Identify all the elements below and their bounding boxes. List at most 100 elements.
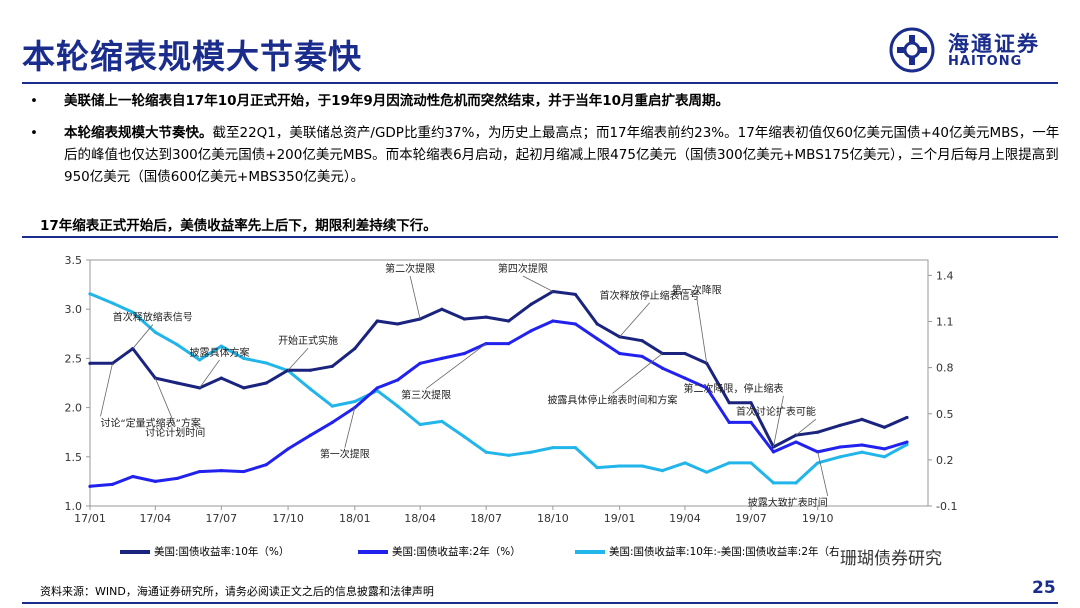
legend-item-spread: 美国:国债收益率:10年:-美国:国债收益率:2年（右轴） bbox=[575, 544, 840, 559]
series-point-2 bbox=[396, 404, 400, 408]
bullet-2-text: 本轮缩表规模大节奏快。截至22Q1，美联储总资产/GDP比重约37%，为历史上最… bbox=[64, 122, 1064, 188]
x-tick-label: 19/10 bbox=[802, 512, 834, 525]
annotation-leader bbox=[522, 275, 554, 292]
series-point-2 bbox=[353, 399, 357, 404]
annotation-label: 第二次降限，停止缩表 bbox=[683, 382, 783, 395]
series-point-2 bbox=[683, 461, 687, 465]
bullet-1-text: 美联储上一轮缩表自17年10月正式开始，于19年9月因流动性危机而突然结束，并于… bbox=[64, 93, 730, 109]
series-point-0 bbox=[816, 430, 820, 434]
series-point-0 bbox=[418, 317, 422, 321]
series-point-1 bbox=[640, 354, 644, 359]
annotation-label: 首次释放缩表信号 bbox=[113, 311, 193, 324]
legend-swatch-2y bbox=[358, 550, 388, 554]
series-point-1 bbox=[860, 443, 864, 447]
series-point-2 bbox=[749, 461, 753, 465]
series-point-0 bbox=[440, 307, 444, 311]
series-point-0 bbox=[219, 376, 223, 380]
y-right-tick-label: 0.5 bbox=[936, 408, 954, 421]
x-tick-label: 19/04 bbox=[669, 512, 701, 525]
series-point-2 bbox=[197, 358, 202, 362]
annotation-label: 讨论“定量式缩表”方案 bbox=[100, 416, 200, 429]
series-point-1 bbox=[308, 433, 313, 437]
series-point-2 bbox=[484, 450, 488, 454]
series-point-1 bbox=[749, 420, 753, 424]
legend-item-2y: 美国:国债收益率:2年（%） bbox=[358, 544, 521, 559]
legend-swatch-spread bbox=[575, 550, 605, 554]
legend-item-10y: 美国:国债收益率:10年（%） bbox=[120, 544, 289, 559]
series-point-2 bbox=[264, 361, 268, 365]
series-point-2 bbox=[595, 465, 599, 470]
series-point-2 bbox=[418, 422, 422, 427]
series-point-0 bbox=[110, 361, 115, 365]
series-point-0 bbox=[175, 381, 179, 385]
annotation-label: 讨论计划时间 bbox=[145, 426, 205, 439]
series-point-2 bbox=[882, 455, 887, 459]
chart-subtitle: 17年缩表正式开始后，美债收益率先上后下，期限利差持续下行。 bbox=[40, 218, 437, 234]
series-point-0 bbox=[838, 423, 842, 427]
series-point-1 bbox=[375, 386, 379, 390]
footer-divider bbox=[22, 602, 1058, 604]
y-left-tick-label: 2.0 bbox=[65, 402, 83, 415]
series-point-2 bbox=[219, 344, 223, 348]
legend-label-spread: 美国:国债收益率:10年:-美国:国债收益率:2年（右轴） bbox=[609, 546, 840, 558]
series-point-0 bbox=[507, 319, 511, 323]
series-point-1 bbox=[727, 420, 731, 424]
x-tick-label: 17/07 bbox=[205, 512, 237, 525]
series-point-2 bbox=[507, 453, 511, 457]
series-point-1 bbox=[660, 366, 665, 370]
series-point-1 bbox=[771, 450, 776, 454]
x-tick-label: 18/10 bbox=[537, 512, 569, 525]
legend-swatch-10y bbox=[120, 550, 150, 554]
annotation-leader bbox=[409, 275, 421, 320]
series-point-1 bbox=[418, 361, 422, 365]
series-point-1 bbox=[440, 356, 444, 360]
series-point-1 bbox=[573, 322, 577, 326]
logo-en: HAITONG bbox=[948, 54, 1023, 69]
annotation-label: 披露具体方案 bbox=[190, 346, 250, 359]
series-point-1 bbox=[905, 440, 909, 444]
series-point-0 bbox=[353, 346, 357, 351]
annotation-label: 开始正式实施 bbox=[278, 334, 338, 347]
series-point-1 bbox=[330, 420, 334, 424]
series-point-1 bbox=[153, 479, 157, 483]
subtitle-divider bbox=[22, 236, 1058, 238]
series-point-2 bbox=[175, 342, 179, 347]
slide-title: 本轮缩表规模大节奏快 bbox=[22, 37, 362, 76]
annotation-label: 披露具体停止缩表时间和方案 bbox=[547, 393, 677, 406]
series-point-0 bbox=[153, 376, 157, 380]
annotation-label: 第四次提限 bbox=[498, 262, 548, 275]
annotation-leader bbox=[199, 359, 220, 389]
annotation-leader bbox=[817, 451, 829, 497]
series-point-2 bbox=[771, 481, 776, 485]
annotation-leader bbox=[100, 363, 113, 417]
logo-cn: 海通证券 bbox=[948, 31, 1040, 56]
series-point-1 bbox=[529, 329, 533, 333]
annotation-label: 第二次提限 bbox=[385, 262, 435, 275]
series-point-2 bbox=[816, 461, 820, 465]
y-left-tick-label: 1.5 bbox=[65, 451, 83, 464]
series-point-0 bbox=[330, 364, 334, 368]
x-tick-label: 18/04 bbox=[404, 512, 436, 525]
bullet-2-rest: 截至22Q1，美联储总资产/GDP比重约37%，为历史上最高点；而17年缩表前约… bbox=[64, 125, 1060, 185]
series-point-2 bbox=[242, 356, 246, 360]
series-point-1 bbox=[595, 337, 599, 341]
series-line-0 bbox=[90, 290, 908, 449]
series-point-1 bbox=[816, 450, 820, 454]
y-left-tick-label: 1.0 bbox=[65, 500, 83, 513]
series-point-0 bbox=[529, 302, 533, 306]
annotation-leader bbox=[619, 302, 650, 338]
series-point-0 bbox=[396, 322, 400, 326]
series-point-0 bbox=[640, 339, 644, 343]
series-point-1 bbox=[110, 482, 115, 486]
annotation-leader bbox=[612, 353, 663, 394]
series-line-1 bbox=[89, 319, 908, 488]
plot-frame bbox=[89, 259, 929, 507]
series-point-1 bbox=[175, 476, 179, 481]
legend-label-10y: 美国:国债收益率:10年（%） bbox=[154, 546, 290, 558]
series-point-0 bbox=[705, 361, 709, 365]
haitong-logo-icon bbox=[889, 27, 935, 73]
annotation-label: 第一次提限 bbox=[320, 448, 370, 461]
series-point-0 bbox=[264, 381, 268, 385]
series-point-2 bbox=[330, 404, 334, 408]
series-point-2 bbox=[618, 464, 622, 468]
